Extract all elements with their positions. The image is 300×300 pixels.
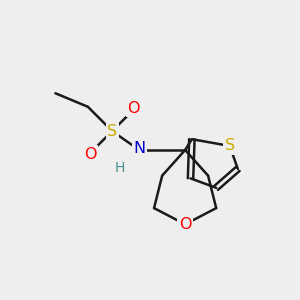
Text: N: N <box>133 141 145 156</box>
Text: S: S <box>225 138 235 153</box>
Text: O: O <box>179 217 191 232</box>
Text: H: H <box>115 160 125 175</box>
Text: O: O <box>128 100 140 116</box>
Text: S: S <box>107 124 117 139</box>
Text: O: O <box>84 147 97 162</box>
